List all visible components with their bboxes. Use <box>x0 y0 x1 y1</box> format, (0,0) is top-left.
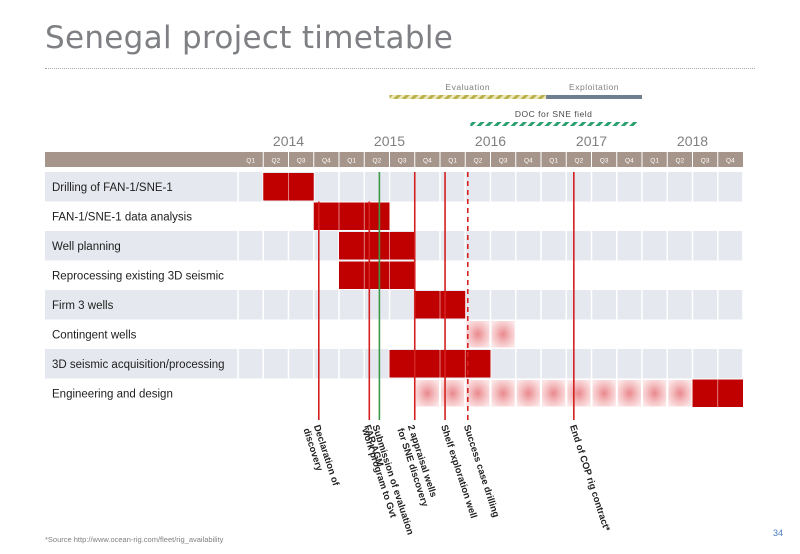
quarter-label: Q2 <box>373 158 382 165</box>
quarter-label: Q4 <box>423 158 432 165</box>
quarter-label: Q1 <box>448 158 457 165</box>
phase-label: DOC for SNE field <box>515 109 592 119</box>
phase-bar <box>470 122 637 126</box>
planned-cell <box>592 380 616 407</box>
milestone-label: Declaration ofdiscovery <box>300 424 341 492</box>
active-bar <box>339 261 415 289</box>
page-number: 34 <box>773 528 784 538</box>
year-label: 2015 <box>374 133 405 149</box>
quarter-label: Q4 <box>322 158 331 165</box>
quarter-label: Q4 <box>524 158 533 165</box>
planned-cell <box>617 380 641 407</box>
milestone-label: End of COP rig contract* <box>567 424 612 533</box>
task-label: FAN-1/SNE-1 data analysis <box>52 211 192 223</box>
planned-cell <box>441 380 465 407</box>
planned-cell <box>668 380 692 407</box>
planned-cell <box>415 380 439 407</box>
source-footnote: *Source http://www.ocean-rig.com/fleet/r… <box>45 535 224 544</box>
active-bar <box>339 232 415 260</box>
quarter-label: Q1 <box>650 158 659 165</box>
task-label: 3D seismic acquisition/processing <box>52 359 225 371</box>
quarter-label: Q2 <box>575 158 584 165</box>
planned-cell <box>466 321 490 348</box>
task-label: Firm 3 wells <box>52 300 114 312</box>
quarter-label: Q4 <box>726 158 735 165</box>
planned-cell <box>491 321 515 348</box>
task-row <box>45 290 743 320</box>
title-divider <box>45 68 755 69</box>
quarter-label: Q3 <box>398 158 407 165</box>
planned-cell <box>466 380 490 407</box>
year-label: 2014 <box>273 133 304 149</box>
planned-cell <box>542 380 566 407</box>
quarter-header-bar <box>45 152 743 167</box>
quarter-label: Q1 <box>549 158 558 165</box>
planned-cell <box>516 380 540 407</box>
task-label: Reprocessing existing 3D seismic <box>52 270 224 282</box>
active-bar <box>313 202 390 230</box>
planned-cell <box>567 380 591 407</box>
quarter-label: Q1 <box>347 158 356 165</box>
year-label: 2017 <box>576 133 607 149</box>
quarter-label: Q3 <box>600 158 609 165</box>
task-label: Well planning <box>52 241 121 253</box>
task-row <box>45 201 743 231</box>
year-label: 2018 <box>677 133 708 149</box>
task-label: Contingent wells <box>52 329 137 341</box>
phase-bar <box>546 95 642 99</box>
quarter-label: Q1 <box>246 158 255 165</box>
phase-label: Exploitation <box>569 82 619 92</box>
quarter-label: Q3 <box>701 158 710 165</box>
page-title: Senegal project timetable <box>45 20 454 56</box>
task-label: Engineering and design <box>52 388 173 400</box>
task-row <box>45 172 743 202</box>
phase-label: Evaluation <box>445 82 490 92</box>
quarter-label: Q4 <box>625 158 634 165</box>
year-label: 2016 <box>475 133 506 149</box>
quarter-label: Q2 <box>676 158 685 165</box>
phase-bar <box>389 95 547 99</box>
task-row <box>45 319 743 349</box>
quarter-label: Q2 <box>272 158 281 165</box>
planned-cell <box>491 380 515 407</box>
quarter-label: Q3 <box>499 158 508 165</box>
quarter-label: Q3 <box>297 158 306 165</box>
task-label: Drilling of FAN-1/SNE-1 <box>52 182 173 194</box>
quarter-label: Q2 <box>474 158 483 165</box>
planned-cell <box>643 380 667 407</box>
